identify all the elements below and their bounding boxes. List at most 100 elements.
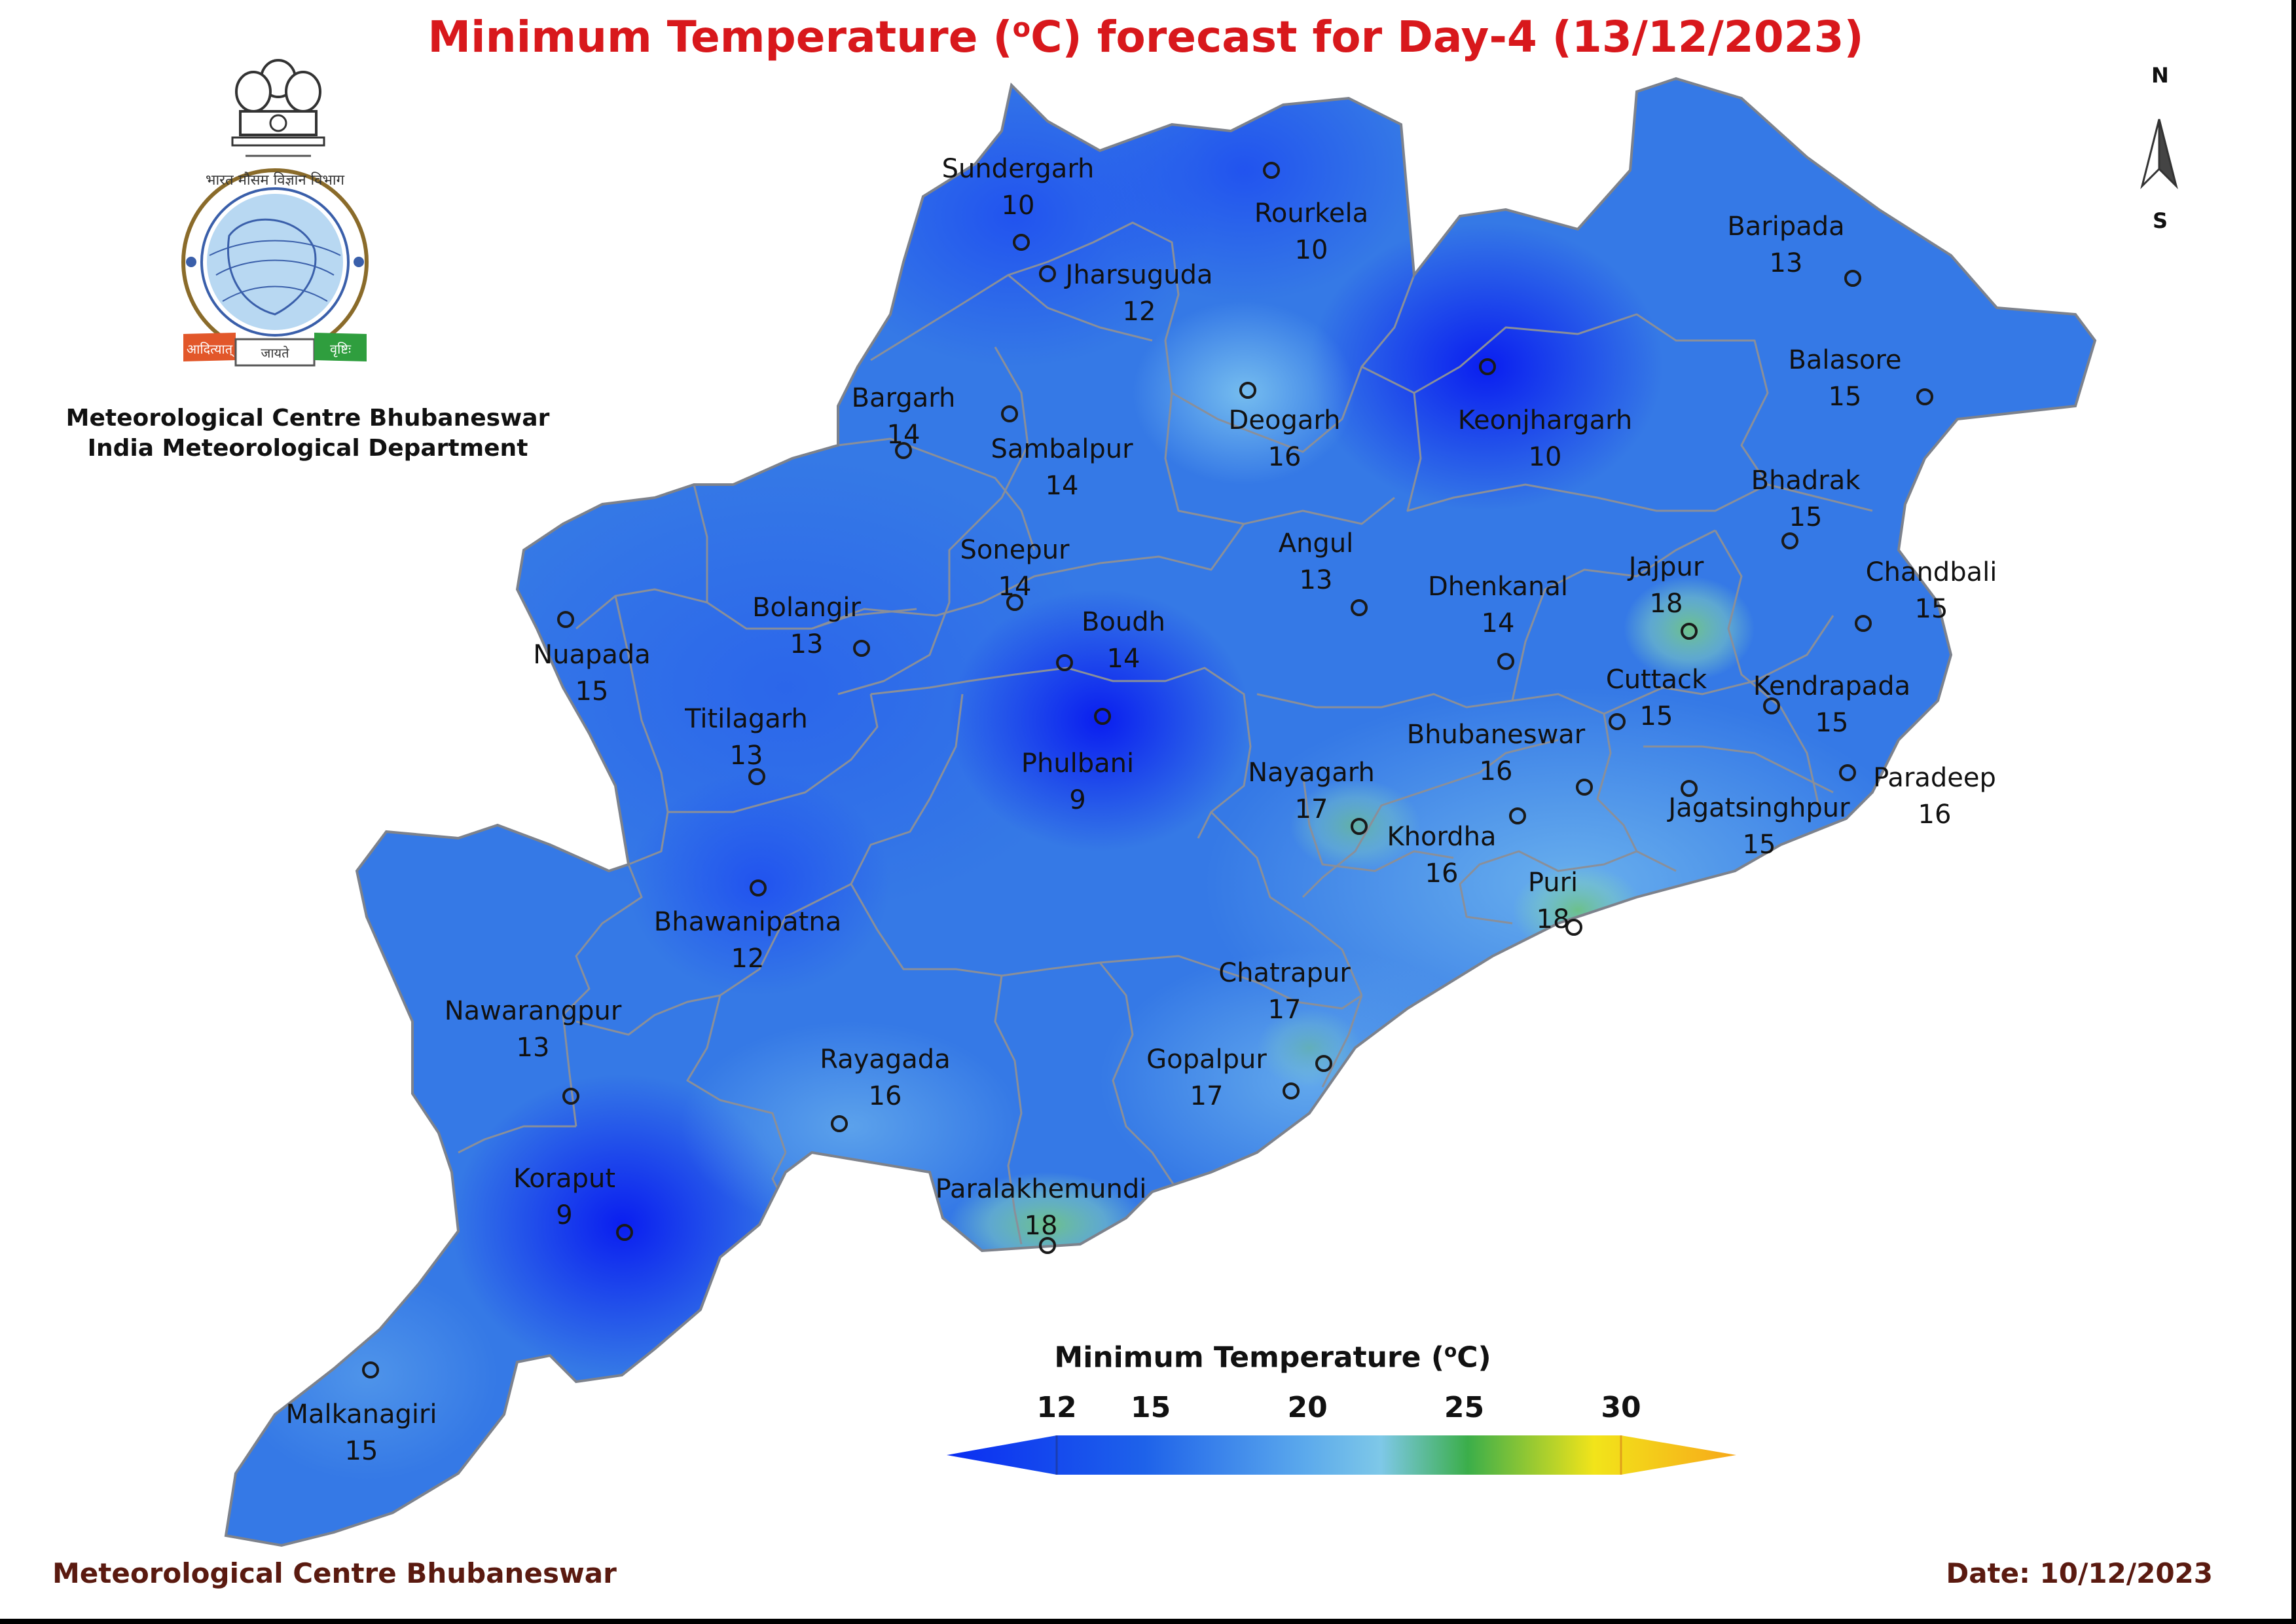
- station-marker-cuttack: [1609, 713, 1626, 730]
- station-temperature: 16: [1918, 800, 1952, 830]
- org-department: India Meteorological Department: [87, 435, 528, 462]
- station-name: Bargarh: [851, 383, 956, 413]
- station-label-rayagada: Rayagada 16: [820, 1041, 950, 1115]
- station-marker-khordha: [1509, 807, 1526, 824]
- station-label-malkanagiri: Malkanagiri 15: [285, 1396, 437, 1469]
- station-temperature: 16: [1425, 858, 1459, 889]
- station-marker-boudh: [1056, 654, 1073, 671]
- station-temperature: 16: [1267, 442, 1302, 472]
- station-marker-nuapada: [557, 611, 574, 628]
- imd-logo-icon: भारत मौसम विज्ञान विभाग आदित्यात् जायते …: [181, 168, 369, 367]
- station-temperature: 15: [1828, 382, 1862, 412]
- station-label-nawarangpur: Nawarangpur 13: [445, 993, 622, 1066]
- station-name: Bhadrak: [1751, 466, 1861, 496]
- station-label-deogarh: Deogarh 16: [1229, 402, 1341, 475]
- station-label-bhawanipatna: Bhawanipatna 12: [654, 904, 841, 977]
- station-name: Paralakhemundi: [935, 1174, 1147, 1204]
- station-temperature: 12: [1122, 297, 1156, 327]
- station-label-kendrapada: Kendrapada 15: [1753, 668, 1910, 741]
- station-name: Cuttack: [1605, 665, 1707, 695]
- station-temperature: 14: [998, 572, 1032, 602]
- station-marker-bhubaneswar: [1576, 779, 1593, 796]
- station-name: Jagatsinghpur: [1668, 793, 1850, 823]
- station-temperature: 16: [1479, 756, 1513, 786]
- station-temperature: 14: [1481, 608, 1515, 638]
- station-label-puri: Puri 18: [1528, 864, 1578, 938]
- station-label-khordha: Khordha 16: [1387, 819, 1496, 892]
- station-marker-paradeep: [1839, 764, 1856, 781]
- station-temperature: 14: [1106, 644, 1140, 674]
- station-marker-jagatsinghpur: [1681, 780, 1698, 797]
- station-label-paralakhemundi: Paralakhemundi 18: [936, 1171, 1147, 1244]
- legend-tick-12: 12: [1036, 1391, 1077, 1424]
- station-temperature: 17: [1190, 1081, 1224, 1111]
- station-label-jharsuguda: Jharsuguda 12: [1066, 257, 1213, 330]
- station-marker-sonepur: [1006, 594, 1023, 611]
- footer-organization: Meteorological Centre Bhubaneswar: [52, 1557, 617, 1589]
- station-label-chatrapur: Chatrapur 17: [1218, 955, 1351, 1028]
- station-name: Phulbani: [1021, 748, 1135, 779]
- station-temperature: 18: [1024, 1211, 1058, 1241]
- station-label-jajpur: Jajpur 18: [1629, 549, 1704, 622]
- station-label-dhenkanal: Dhenkanal 14: [1428, 568, 1568, 642]
- station-marker-sambalpur: [1001, 405, 1018, 422]
- station-temperature: 15: [1789, 502, 1823, 532]
- station-name: Baripada: [1727, 212, 1845, 242]
- compass-north-label: N: [2151, 63, 2169, 88]
- station-name: Bhawanipatna: [653, 907, 842, 937]
- station-marker-jharsuguda: [1039, 265, 1056, 282]
- station-marker-chatrapur: [1315, 1055, 1332, 1072]
- station-label-balasore: Balasore 15: [1788, 342, 1901, 415]
- footer-date: Date: 10/12/2023: [1946, 1557, 2213, 1589]
- station-temperature: 9: [1069, 785, 1086, 815]
- station-label-chandbali: Chandbali 15: [1866, 554, 1997, 627]
- station-label-paradeep: Paradeep 16: [1873, 760, 1996, 833]
- station-marker-titilagarh: [748, 768, 765, 785]
- station-label-bhubaneswar: Bhubaneswar 16: [1407, 716, 1586, 790]
- station-marker-keonjhargarh: [1479, 358, 1496, 375]
- station-name: Angul: [1278, 528, 1354, 559]
- station-temperature: 15: [575, 676, 609, 707]
- org-name: Meteorological Centre Bhubaneswar: [65, 405, 550, 432]
- station-temperature: 15: [1639, 701, 1673, 731]
- svg-text:आदित्यात्: आदित्यात्: [187, 341, 234, 358]
- station-marker-rourkela: [1263, 162, 1280, 179]
- station-name: Nuapada: [533, 640, 651, 670]
- station-temperature: 13: [516, 1033, 550, 1063]
- station-temperature: 13: [1769, 248, 1803, 278]
- station-temperature: 9: [556, 1200, 573, 1230]
- station-label-bargarh: Bargarh 14: [852, 380, 956, 453]
- station-temperature: 10: [1528, 442, 1562, 472]
- station-name: Boudh: [1081, 607, 1166, 637]
- station-name: Bhubaneswar: [1406, 720, 1586, 750]
- station-label-angul: Angul 13: [1279, 525, 1354, 599]
- station-name: Nawarangpur: [444, 996, 622, 1026]
- station-label-nayagarh: Nayagarh 17: [1248, 754, 1375, 828]
- station-marker-dhenkanal: [1497, 653, 1514, 670]
- station-marker-bargarh: [895, 442, 912, 459]
- station-label-sambalpur: Sambalpur 14: [991, 431, 1133, 504]
- station-name: Keonjhargarh: [1457, 405, 1633, 435]
- station-label-koraput: Koraput 9: [513, 1160, 615, 1234]
- station-marker-bhadrak: [1781, 532, 1798, 549]
- station-temperature: 16: [868, 1081, 902, 1111]
- svg-text:वृष्टिः: वृष्टिः: [330, 341, 352, 358]
- station-label-bhadrak: Bhadrak 15: [1751, 462, 1861, 536]
- ashoka-emblem-icon: [231, 59, 325, 157]
- station-marker-rayagada: [831, 1115, 848, 1132]
- station-marker-jajpur: [1681, 623, 1698, 640]
- legend-tick-25: 25: [1444, 1391, 1485, 1424]
- legend-tick-20: 20: [1287, 1391, 1328, 1424]
- station-marker-chandbali: [1855, 615, 1872, 632]
- station-name: Jharsuguda: [1065, 260, 1213, 290]
- station-name: Rayagada: [820, 1044, 951, 1075]
- station-label-nuapada: Nuapada 15: [533, 637, 651, 710]
- station-marker-kendrapada: [1763, 697, 1780, 714]
- station-name: Kendrapada: [1753, 671, 1911, 701]
- station-label-phulbani: Phulbani 9: [1021, 745, 1134, 819]
- station-marker-puri: [1565, 919, 1582, 936]
- station-label-bolangir: Bolangir 13: [752, 589, 861, 663]
- svg-text:जायते: जायते: [261, 345, 289, 361]
